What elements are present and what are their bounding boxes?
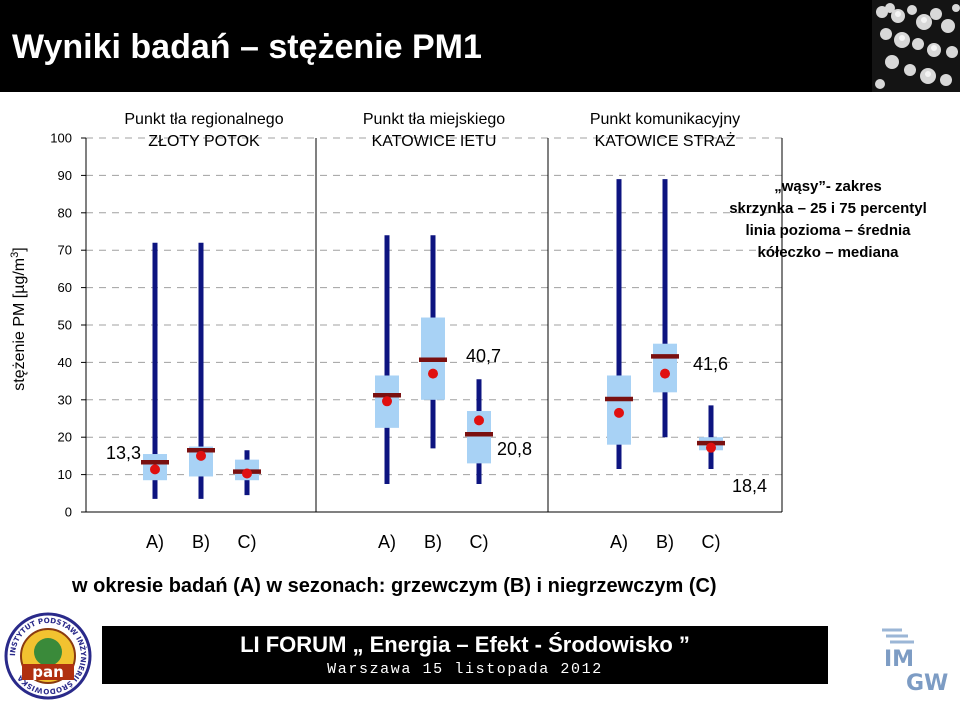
y-tick-label: 100	[50, 131, 72, 146]
x-category-label: B)	[424, 532, 442, 552]
median-dot	[428, 368, 438, 379]
median-dot	[474, 415, 484, 426]
footer-subtitle: Warszawa 15 listopada 2012	[327, 661, 603, 678]
y-tick-label: 80	[58, 205, 72, 220]
median-dot	[150, 464, 160, 475]
group-title-line2: KATOWICE STRAŻ	[595, 131, 736, 150]
group-title-line1: Punkt komunikacyjny	[590, 111, 740, 128]
x-category-label: A)	[610, 532, 628, 552]
title-bar: Wyniki badań – stężenie PM1	[0, 0, 872, 92]
y-tick-label: 40	[58, 355, 72, 370]
page-title: Wyniki badań – stężenie PM1	[12, 28, 482, 66]
x-category-label: C)	[238, 532, 257, 552]
group-title-line1: Punkt tła miejskiego	[363, 111, 505, 128]
median-dot	[660, 368, 670, 379]
microscope-photo	[872, 0, 960, 92]
imgw-logo: IM GW	[872, 622, 956, 698]
median-dot	[242, 468, 252, 479]
y-axis-title-end: ]	[11, 247, 28, 251]
y-tick-label: 10	[58, 467, 72, 482]
y-tick-label: 0	[65, 505, 72, 520]
group-title-line2: ZŁOTY POTOK	[148, 133, 260, 150]
chart-caption: w okresie badań (A) w sezonach: grzewczy…	[72, 575, 717, 597]
y-tick-label: 50	[58, 318, 72, 333]
group-title-line1: Punkt tła regionalnego	[124, 111, 283, 128]
x-category-label: A)	[146, 532, 164, 552]
x-category-label: B)	[192, 532, 210, 552]
median-dot	[382, 396, 392, 407]
y-axis-title-sup: 3	[9, 252, 21, 258]
legend-line4: kółeczko – mediana	[758, 244, 900, 261]
legend-line3: linia pozioma – średnia	[745, 222, 911, 239]
x-category-label: A)	[378, 532, 396, 552]
legend-line1: „wąsy”- zakres	[774, 178, 882, 195]
logo-imgw-line1: IM	[884, 647, 914, 672]
median-dot	[706, 442, 716, 453]
legend-line2: skrzynka – 25 i 75 percentyl	[729, 200, 927, 217]
y-tick-label: 70	[58, 243, 72, 258]
y-axis-title-main: stężenie PM [µg/m	[11, 258, 28, 391]
logo-pan-text: pan	[32, 663, 64, 681]
annotation-g2-b: 40,7	[466, 346, 501, 366]
y-tick-label: 30	[58, 392, 72, 407]
ipis-pan-logo: INSTYTUT PODSTAW INŻYNIERII ŚRODOWISKA p…	[4, 612, 92, 700]
boxplot-chart: 0 10 20 30 40 50 60 70 80 90 100 stężenie PM [µg/m3…	[9, 111, 927, 552]
median-dot	[614, 407, 624, 418]
group-title-line2: KATOWICE IETU	[372, 133, 497, 150]
x-category-label: C)	[470, 532, 489, 552]
annotation-g1: 13,3	[106, 443, 141, 463]
y-tick-label: 90	[58, 168, 72, 183]
annotation-g2-c: 20,8	[497, 439, 532, 459]
y-axis-title: stężenie PM [µg/m3]	[9, 247, 28, 390]
x-category-label: B)	[656, 532, 674, 552]
footer-bar: LI FORUM „ Energia – Efekt - Środowisko …	[102, 626, 828, 684]
median-dot	[196, 450, 206, 461]
x-category-label: C)	[702, 532, 721, 552]
y-tick-label: 20	[58, 430, 72, 445]
particles-image-icon	[872, 0, 960, 92]
footer-title: LI FORUM „ Energia – Efekt - Środowisko …	[240, 632, 690, 657]
iqr-box	[653, 343, 677, 393]
y-tick-label: 60	[58, 280, 72, 295]
logo-imgw-line2: GW	[906, 671, 948, 696]
annotation-g3-b: 41,6	[693, 354, 728, 374]
annotation-g3-c: 18,4	[732, 476, 767, 496]
